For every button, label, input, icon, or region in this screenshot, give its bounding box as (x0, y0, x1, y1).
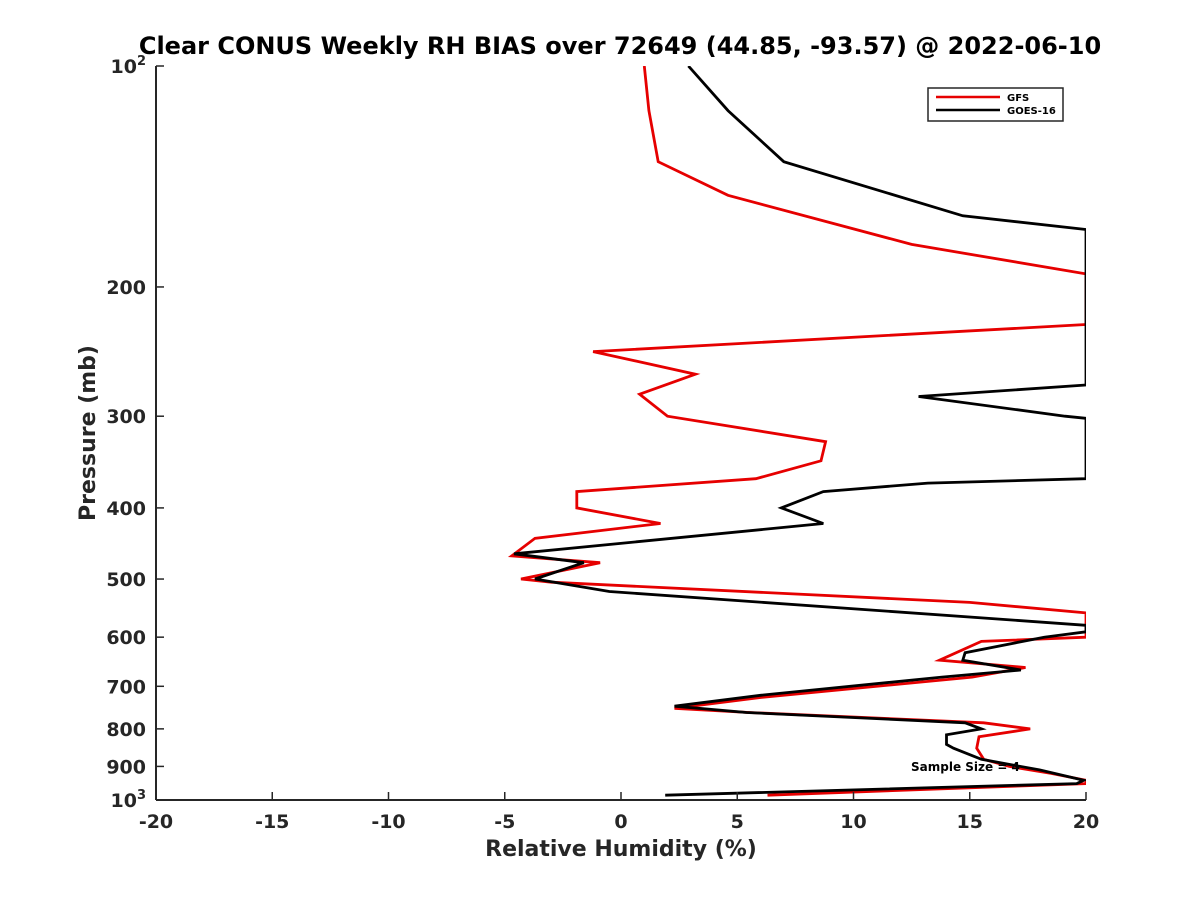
y-tick-label: 500 (106, 569, 146, 591)
legend: GFS GOES-16 (927, 87, 1064, 122)
series-line-goes-16 (513, 66, 1086, 797)
x-tick-label: 5 (731, 811, 744, 833)
x-tick-label: -20 (139, 811, 173, 833)
legend-box (927, 87, 1064, 122)
x-tick-label: 10 (840, 811, 866, 833)
legend-label-gfs: GFS (1007, 93, 1029, 104)
chart-title: Clear CONUS Weekly RH BIAS over 72649 (4… (139, 32, 1101, 60)
x-tick-label: -5 (494, 811, 515, 833)
x-axis-label: Relative Humidity (%) (485, 837, 757, 862)
x-tick-label: -15 (255, 811, 289, 833)
y-tick-label: 103 (111, 788, 147, 812)
x-ticks: -20 -15 -10 -5 0 5 10 15 20 (139, 792, 1099, 833)
y-tick-label: 600 (106, 627, 146, 649)
y-tick-label: 400 (106, 498, 146, 520)
legend-label-goes: GOES-16 (1007, 106, 1056, 117)
y-ticks: 102 200 300 400 500 600 700 800 900 103 (106, 54, 164, 812)
series-layer (507, 66, 1086, 797)
x-tick-label: 0 (614, 811, 627, 833)
y-axis-label: Pressure (mb) (76, 345, 101, 521)
y-tick-label: 102 (111, 54, 147, 78)
x-tick-label: 15 (957, 811, 983, 833)
y-tick-label: 900 (106, 756, 146, 778)
y-tick-label: 800 (106, 719, 146, 741)
y-tick-label: 700 (106, 676, 146, 698)
y-tick-label: 300 (106, 406, 146, 428)
y-tick-label: 200 (106, 277, 146, 299)
sample-size-annotation: Sample Size = 4 (911, 760, 1020, 774)
plot-area (156, 66, 1086, 800)
x-tick-label: 20 (1073, 811, 1099, 833)
x-tick-label: -10 (371, 811, 405, 833)
